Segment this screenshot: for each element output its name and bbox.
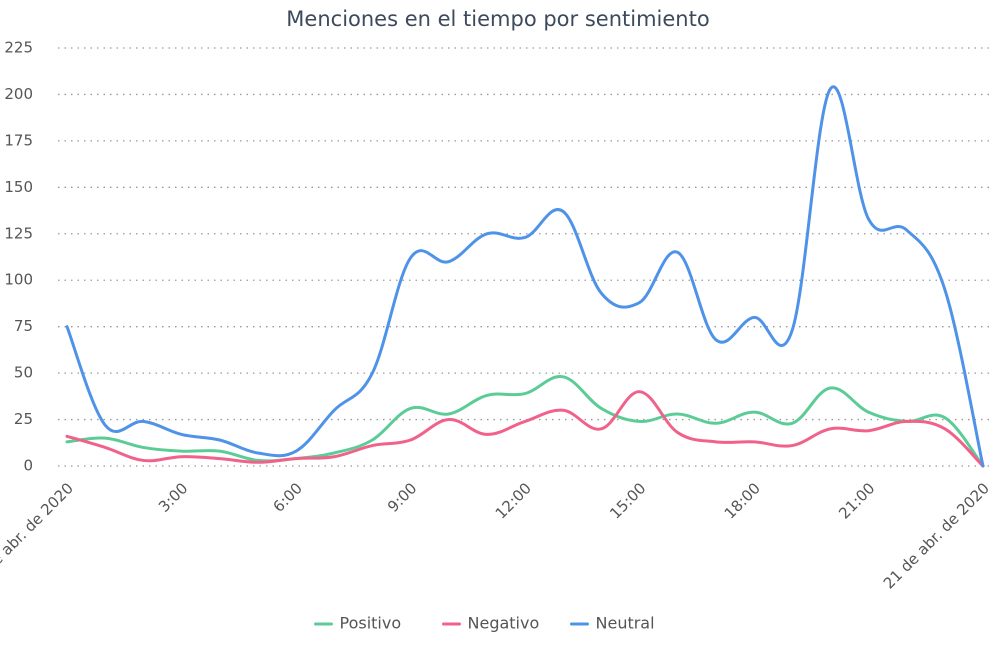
y-tick-label: 200 [4, 85, 33, 103]
y-tick-label: 25 [14, 410, 33, 428]
legend-label: Neutral [596, 614, 655, 633]
y-tick-label: 0 [23, 457, 33, 475]
y-tick-label: 100 [4, 271, 33, 289]
y-tick-label: 175 [4, 131, 33, 149]
y-tick-label: 125 [4, 224, 33, 242]
x-tick-label: 12:00 [492, 479, 535, 522]
y-tick-label: 50 [14, 364, 33, 382]
x-tick-label: 15:00 [606, 479, 649, 522]
legend-label: Positivo [340, 614, 402, 633]
legend-label: Negativo [468, 614, 540, 633]
x-tick-label: 21 de abr. de 2020 [880, 479, 993, 592]
plot-area [65, 85, 985, 468]
x-tick-label: 9:00 [384, 479, 421, 516]
x-tick-label: 3:00 [155, 479, 192, 516]
legend: Positivo Negativo Neutral [314, 614, 655, 633]
chart-title: Menciones en el tiempo por sentimiento [286, 7, 709, 31]
line-series [65, 390, 985, 468]
line-series [65, 85, 985, 468]
y-tick-label: 75 [14, 317, 33, 335]
axis: 0 25 50 75 100 125 150 175 200 225 20 de abr. de 2… [0, 39, 993, 593]
grid [58, 47, 991, 467]
x-tick-label: 6:00 [269, 479, 306, 516]
x-tick-label: 21:00 [835, 479, 878, 522]
x-tick-label: 20 de abr. de 2020 [0, 479, 77, 592]
y-tick-label: 225 [4, 39, 33, 57]
y-tick-label: 150 [4, 178, 33, 196]
x-tick-label: 18:00 [721, 479, 764, 522]
line-series [65, 375, 985, 468]
